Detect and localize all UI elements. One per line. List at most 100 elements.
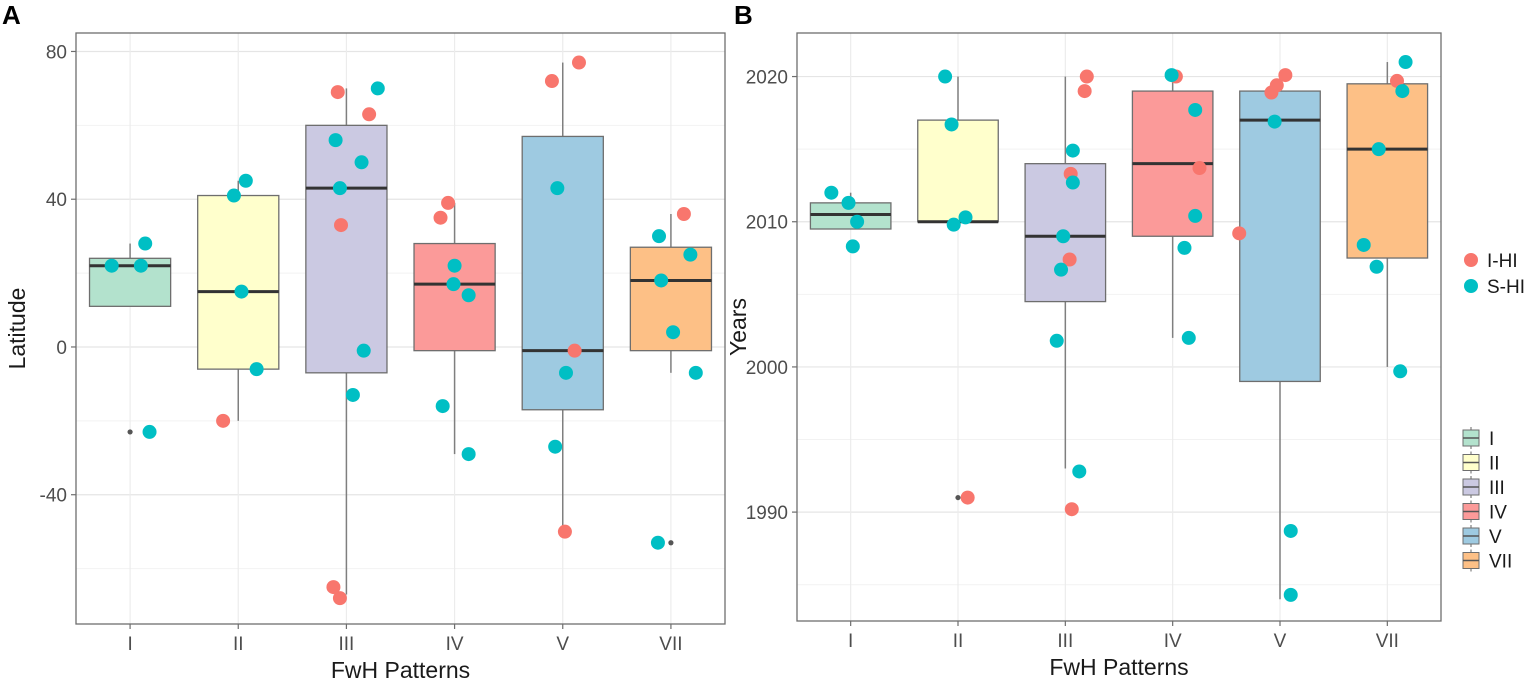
point-s-hi (1188, 208, 1203, 223)
box-body (521, 135, 604, 411)
y-tick-label: 80 (46, 42, 67, 63)
point-s-hi (550, 181, 565, 196)
point-s-hi (238, 173, 253, 188)
point-s-hi (1267, 114, 1282, 129)
point-s-hi (328, 133, 343, 148)
panel-b-border (796, 32, 1442, 622)
box-body (305, 124, 388, 374)
point-i-hi (1077, 84, 1092, 99)
point-s-hi (332, 181, 347, 196)
point-s-hi (133, 258, 148, 273)
x-tick-label: VII (1376, 631, 1399, 652)
legend-key-ii (1462, 451, 1480, 474)
point-s-hi (850, 214, 865, 229)
point-i-hi (1264, 85, 1279, 100)
panel-b-background (797, 33, 1441, 621)
legend-key-vii (1462, 549, 1480, 572)
point-s-hi (845, 239, 860, 254)
panel-label-b: B (734, 0, 753, 30)
point-s-hi (654, 273, 669, 288)
legend-label-i: I (1489, 429, 1494, 450)
x-tick-label: VII (659, 634, 682, 655)
point-s-hi (548, 439, 563, 454)
box-body (1346, 83, 1429, 259)
point-i-hi (1079, 69, 1094, 84)
box-body (197, 194, 280, 370)
box-body (1239, 90, 1321, 383)
point-s-hi (1164, 68, 1179, 83)
point-s-hi (354, 155, 369, 170)
point-s-hi (142, 424, 157, 439)
x-tick-label: V (556, 634, 569, 655)
point-s-hi (1072, 464, 1087, 479)
point-s-hi (370, 81, 385, 96)
point-s-hi (1393, 364, 1408, 379)
point-s-hi (1369, 259, 1384, 274)
outlier-dot (668, 540, 674, 546)
legend-key-iv (1462, 500, 1480, 523)
point-s-hi (1181, 330, 1196, 345)
panel-a-border (75, 32, 726, 625)
x-tick-label: II (233, 634, 244, 655)
x-tick-label: I (848, 631, 853, 652)
point-s-hi (356, 343, 371, 358)
outlier-dot (955, 494, 961, 501)
box-b-ii (917, 76, 999, 501)
box-b-i (809, 192, 892, 230)
point-s-hi (958, 210, 973, 225)
point-s-hi (1065, 175, 1080, 190)
x-tick-label: V (1274, 631, 1287, 652)
legend-key-iii (1462, 476, 1480, 498)
x-tick-label: III (1057, 631, 1073, 652)
legend-label-vii: VII (1489, 552, 1512, 573)
y-tick-label: 2020 (746, 68, 788, 89)
panel-label-a: A (2, 0, 21, 30)
point-s-hi (1398, 55, 1413, 70)
point-s-hi (650, 535, 665, 550)
y-tick-label: 2010 (746, 213, 788, 234)
point-s-hi (946, 217, 961, 232)
point-i-hi (330, 85, 345, 100)
point-i-hi (960, 490, 975, 505)
x-tick-label: I (127, 634, 132, 655)
legend-swatch-i-hi (1464, 253, 1478, 267)
point-s-hi (841, 195, 856, 210)
legend-key-v (1462, 525, 1480, 547)
legend-label-iii: III (1489, 478, 1505, 499)
point-s-hi (558, 365, 573, 380)
box-body (917, 119, 999, 223)
point-s-hi (249, 362, 264, 377)
box-b-vii (1346, 62, 1429, 367)
point-s-hi (345, 387, 360, 402)
point-s-hi (1054, 262, 1069, 277)
point-i-hi (557, 524, 572, 539)
point-s-hi (1177, 240, 1192, 255)
x-tick-label: II (953, 631, 964, 652)
point-s-hi (1188, 102, 1203, 117)
point-s-hi (688, 365, 703, 380)
y-tick-label: 2000 (746, 358, 788, 379)
legend-label-v: V (1489, 527, 1502, 548)
point-s-hi (652, 229, 667, 244)
point-i-hi (1278, 68, 1293, 83)
y-tick-label: -40 (40, 486, 67, 507)
y-tick-label: 40 (46, 190, 67, 211)
legend-key-i (1462, 427, 1480, 449)
legend-label-ii: II (1489, 454, 1500, 475)
outlier-dot (127, 429, 133, 435)
point-s-hi (824, 185, 839, 200)
point-s-hi (1395, 84, 1410, 99)
point-s-hi (1056, 229, 1071, 244)
x-axis-title: FwH Patterns (1049, 654, 1188, 680)
point-s-hi (683, 247, 698, 262)
point-s-hi (226, 188, 241, 203)
box-a-i (88, 243, 172, 435)
box-a-iii (305, 88, 388, 595)
point-i-hi (216, 413, 231, 428)
point-i-hi (571, 55, 586, 70)
point-i-hi (334, 218, 349, 233)
